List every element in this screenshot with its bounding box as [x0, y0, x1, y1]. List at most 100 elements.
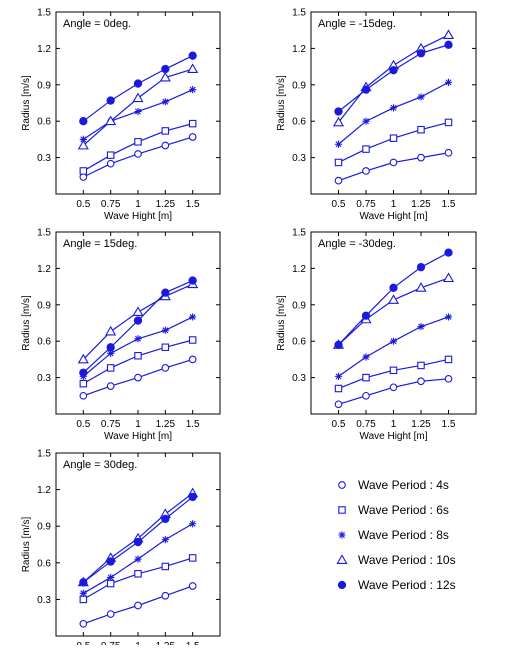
data-point	[161, 98, 169, 106]
data-point	[77, 139, 89, 150]
data-point	[161, 536, 169, 544]
data-point-shape	[334, 107, 343, 116]
data-point-shape	[161, 141, 170, 150]
legend-marker-shape	[338, 531, 346, 539]
data-point-shape	[132, 306, 144, 317]
data-point-shape	[161, 127, 170, 135]
data-point	[362, 391, 370, 400]
data-point-shape	[161, 591, 170, 600]
data-point-shape	[389, 66, 398, 75]
data-point-shape	[188, 336, 197, 344]
data-point-shape	[106, 382, 115, 390]
data-point-shape	[161, 64, 170, 74]
data-point-shape	[362, 373, 370, 382]
data-point-shape	[362, 167, 370, 175]
data-point-shape	[134, 555, 142, 563]
data-point-shape	[132, 92, 144, 103]
data-point	[134, 107, 142, 116]
data-point	[106, 343, 115, 352]
legend-label: Wave Period : 10s	[358, 553, 456, 567]
data-point-shape	[106, 579, 115, 588]
legend-label: Wave Period : 8s	[358, 528, 449, 542]
data-point	[133, 316, 143, 325]
data-point-shape	[134, 570, 142, 578]
data-point	[106, 557, 115, 566]
data-point	[389, 134, 398, 142]
y-tick-label: 1.5	[37, 8, 51, 19]
data-point	[134, 138, 142, 146]
data-point	[334, 140, 343, 148]
data-point	[188, 582, 197, 590]
data-point-shape	[334, 176, 343, 185]
data-point	[389, 66, 398, 75]
data-point	[161, 288, 170, 297]
data-point	[362, 353, 370, 361]
data-point-shape	[79, 595, 88, 604]
data-point	[105, 325, 117, 336]
chart-title: Angle = 15deg.	[63, 238, 137, 250]
x-tick-label: 1.5	[186, 419, 200, 430]
data-point-shape	[389, 283, 398, 292]
data-point	[161, 326, 169, 334]
data-point	[444, 118, 453, 127]
x-tick-label: 1.5	[442, 199, 456, 210]
legend-marker-shape	[336, 554, 348, 564]
data-point-shape	[444, 248, 453, 257]
data-point	[105, 115, 117, 126]
data-point	[417, 361, 425, 370]
data-point-shape	[134, 335, 142, 343]
data-point	[106, 159, 115, 168]
data-point	[389, 366, 398, 375]
data-point-shape	[444, 40, 453, 49]
data-point-shape	[188, 492, 197, 502]
x-tick-label: 1.5	[186, 199, 200, 210]
data-point-shape	[79, 391, 88, 400]
data-point	[417, 323, 425, 331]
data-point	[79, 135, 87, 143]
chart-title: Angle = -15deg.	[318, 18, 396, 30]
data-point	[442, 272, 455, 283]
x-tick-label: 1.25	[411, 419, 431, 430]
data-point	[444, 148, 453, 157]
legend-marker	[336, 554, 348, 564]
data-point-shape	[189, 313, 197, 321]
y-tick-label: 1.2	[292, 44, 306, 55]
data-point-shape	[106, 364, 115, 372]
data-point	[188, 336, 197, 344]
data-point	[79, 595, 88, 604]
chart-panel-2: 0.3 0.6 0.9 1.2 1.5 0.5 0.75 1 1.25 1.5 Wave Hight…	[21, 228, 221, 442]
x-tick-label: 0.5	[76, 199, 90, 210]
data-point	[188, 51, 197, 60]
data-point-shape	[79, 135, 87, 143]
y-tick-label: 0.6	[37, 558, 51, 569]
data-point-shape	[417, 361, 425, 370]
data-point-shape	[107, 349, 115, 357]
data-point	[389, 104, 398, 112]
data-point-shape	[159, 71, 171, 82]
x-tick-label: 0.5	[332, 419, 346, 430]
data-point-shape	[334, 372, 343, 380]
x-tick-label: 1.25	[156, 419, 176, 430]
data-point	[161, 562, 170, 571]
y-tick-label: 1.2	[37, 485, 51, 496]
data-point	[416, 49, 426, 58]
data-point-shape	[334, 140, 343, 148]
x-tick-label: 1.5	[186, 641, 200, 645]
x-axis-label: Wave Hight [m]	[104, 431, 172, 442]
data-point-shape	[362, 353, 370, 361]
chart-panel-0: 0.3 0.6 0.9 1.2 1.5 0.5 0.75 1 1.25 1.5 Wave Hight…	[21, 8, 221, 222]
data-point-shape	[444, 355, 453, 364]
legend-marker-shape	[337, 580, 347, 590]
data-point	[132, 306, 144, 317]
y-tick-label: 0.9	[37, 300, 51, 311]
data-point	[161, 64, 170, 74]
x-tick-label: 1	[391, 199, 397, 210]
data-point	[389, 283, 398, 292]
data-point-shape	[105, 325, 117, 336]
x-axis-label: Wave Hight [m]	[104, 211, 172, 222]
y-tick-label: 1.5	[37, 449, 51, 460]
data-point	[444, 248, 453, 257]
data-point-shape	[444, 374, 453, 383]
data-point-shape	[417, 153, 425, 162]
